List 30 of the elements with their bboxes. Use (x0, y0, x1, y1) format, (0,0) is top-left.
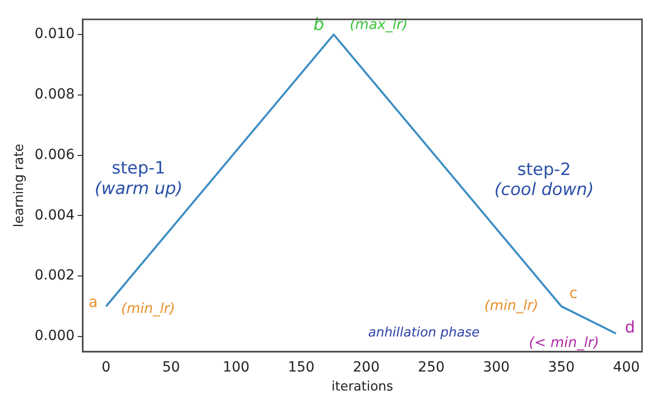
x-tick-label: 50 (162, 360, 180, 376)
x-tick-label: 200 (352, 360, 380, 376)
annotation: (min_lr) (484, 298, 538, 314)
annotation: (min_lr) (121, 300, 176, 317)
x-axis-title: iterations (331, 380, 394, 395)
x-tick-label: 400 (613, 360, 640, 376)
y-tick-label: 0.000 (34, 328, 75, 344)
y-tick-label: 0.010 (34, 26, 75, 42)
x-tick-label: 0 (102, 360, 111, 376)
annotation: a (88, 293, 98, 312)
y-tick-label: 0.006 (34, 146, 75, 163)
annotation: c (569, 284, 578, 302)
x-tick-label: 150 (288, 360, 315, 376)
annotation: anhillation phase (368, 326, 480, 341)
x-tick-label: 250 (418, 360, 445, 376)
annotation: (warm up) (94, 179, 183, 200)
annotation: b (313, 14, 324, 35)
y-axis-title: learning rate (12, 144, 28, 228)
x-tick-label: 300 (482, 360, 510, 376)
y-tick-label: 0.002 (34, 268, 75, 284)
annotation: (max_lr) (350, 17, 408, 34)
x-tick-label: 350 (548, 360, 575, 376)
annotation: step-1 (112, 158, 166, 178)
annotation: (cool down) (494, 180, 594, 200)
y-tick-label: 0.004 (34, 207, 75, 224)
y-tick-label: 0.008 (34, 86, 75, 103)
annotation: d (624, 318, 636, 337)
x-tick-label: 100 (222, 360, 250, 376)
annotation: (< min_lr) (528, 335, 600, 352)
annotation: step-2 (517, 160, 571, 180)
